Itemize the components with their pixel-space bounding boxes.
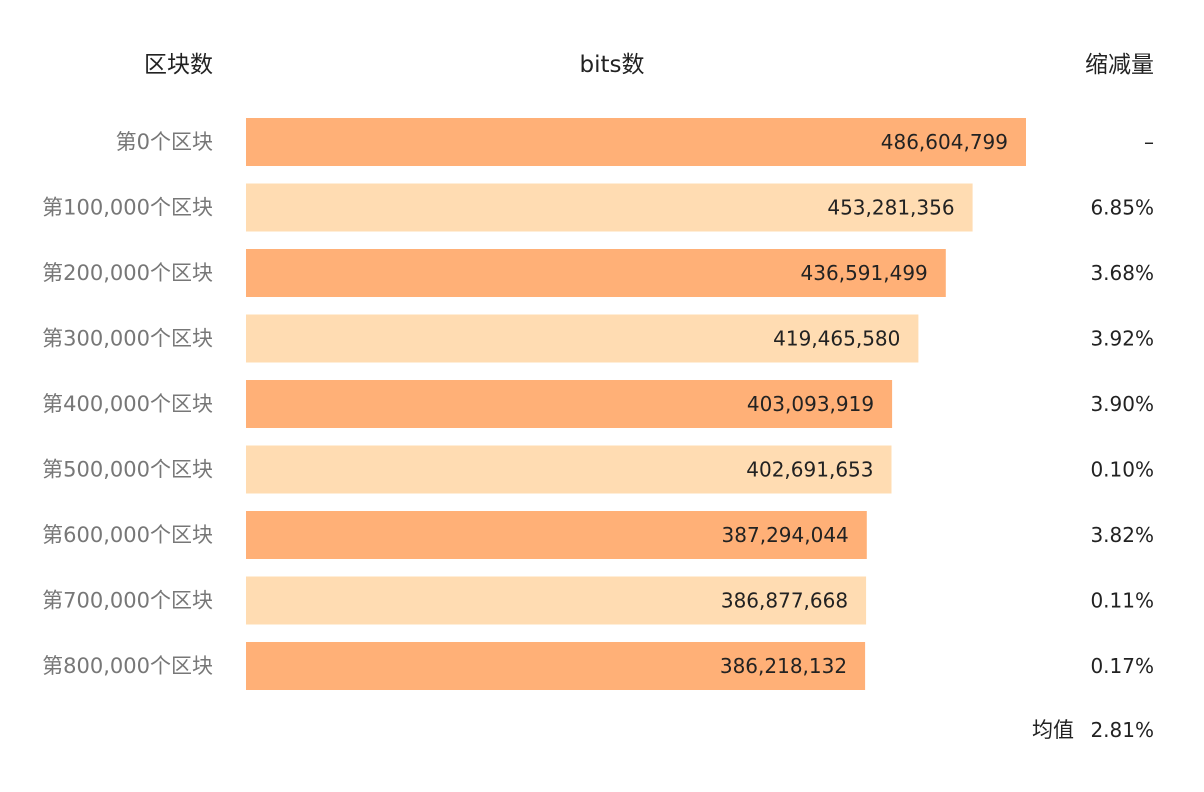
bar: [246, 642, 866, 690]
bar: [246, 445, 892, 494]
bar-value-label: 486,604,799: [881, 130, 1008, 154]
reduction-label: 3.68%: [1090, 261, 1154, 285]
bar-value-label: 386,218,132: [720, 654, 847, 678]
bar-rows: 第0个区块 486,604,799 – 第100,000个区块 453,281,356 6…: [42, 118, 1154, 690]
header-bits: bits数: [580, 52, 645, 78]
reduction-label: 0.17%: [1090, 654, 1154, 678]
category-label: 第100,000个区块: [42, 196, 213, 220]
reduction-label: 6.85%: [1090, 196, 1154, 220]
bar: [246, 314, 919, 363]
category-label: 第600,000个区块: [42, 523, 213, 547]
category-label: 第500,000个区块: [42, 458, 213, 482]
bar-value-label: 436,591,499: [801, 261, 928, 285]
bar: [246, 576, 867, 625]
category-label: 第0个区块: [116, 130, 213, 154]
bar-value-label: 419,465,580: [773, 327, 900, 351]
category-label: 第200,000个区块: [42, 261, 213, 285]
reduction-label: –: [1144, 130, 1154, 154]
category-label: 第800,000个区块: [42, 654, 213, 678]
bar: [246, 511, 867, 559]
bar: [246, 183, 973, 232]
bar: [246, 118, 1026, 166]
bar: [246, 249, 946, 297]
reduction-label: 3.92%: [1090, 327, 1154, 351]
reduction-label: 0.10%: [1090, 458, 1154, 482]
bar-value-label: 386,877,668: [721, 589, 848, 613]
reduction-label: 0.11%: [1090, 589, 1154, 613]
header-category: 区块数: [144, 52, 213, 78]
category-label: 第700,000个区块: [42, 589, 213, 613]
bar-value-label: 453,281,356: [827, 196, 954, 220]
bar-value-label: 403,093,919: [747, 392, 874, 416]
bar-value-label: 402,691,653: [746, 458, 873, 482]
category-label: 第400,000个区块: [42, 392, 213, 416]
bar-value-label: 387,294,044: [722, 523, 849, 547]
average-value: 2.81%: [1090, 718, 1154, 742]
average-label: 均值: [1032, 718, 1074, 742]
header-reduction: 缩减量: [1085, 52, 1154, 78]
reduction-label: 3.82%: [1090, 523, 1154, 547]
reduction-label: 3.90%: [1090, 392, 1154, 416]
bar: [246, 380, 893, 428]
category-label: 第300,000个区块: [42, 327, 213, 351]
